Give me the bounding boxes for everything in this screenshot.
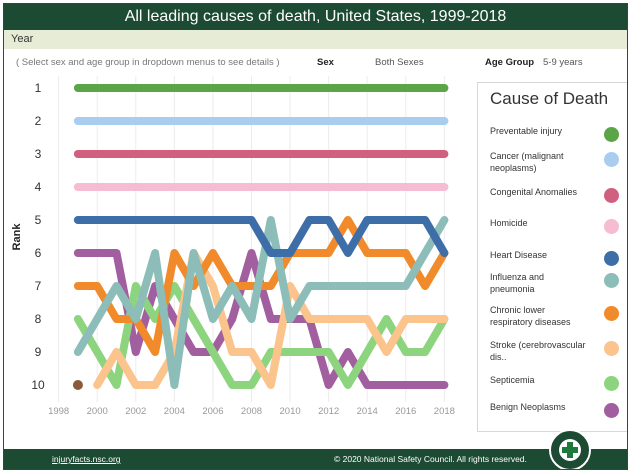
x-tick-label: 2010 — [280, 406, 301, 417]
legend-color-dot — [604, 188, 619, 203]
x-tick-label: 2004 — [164, 406, 185, 417]
footer-link[interactable]: injuryfacts.nsc.org — [52, 454, 121, 464]
legend-item-label: Heart Disease — [490, 250, 548, 260]
data-point — [72, 380, 83, 390]
legend-title: Cause of Death — [490, 89, 609, 108]
x-tick-label: 2002 — [125, 406, 146, 417]
footer: injuryfacts.nsc.org © 2020 National Safe… — [4, 449, 627, 469]
x-tick-label: 2000 — [87, 406, 108, 417]
footer-copyright: © 2020 National Safety Council. All righ… — [334, 454, 527, 464]
y-tick-label: 7 — [35, 279, 42, 293]
y-tick-label: 10 — [31, 378, 45, 392]
x-tick-label: 2018 — [434, 406, 455, 417]
legend-color-dot — [604, 251, 619, 266]
x-tick-label: 2008 — [241, 406, 262, 417]
y-tick-label: 8 — [35, 312, 42, 326]
sex-label: Sex — [317, 57, 334, 68]
legend-item-label: Chronic lower respiratory diseases — [490, 305, 571, 327]
y-tick-label: 1 — [35, 81, 42, 95]
legend-item-label: Influenza and pneumonia — [490, 272, 545, 294]
series-line — [73, 216, 449, 389]
y-tick-label: 3 — [35, 147, 42, 161]
legend-item-label: Cancer (malignant neoplasms) — [490, 151, 564, 173]
y-tick-label: 4 — [35, 180, 42, 194]
legend-color-dot — [604, 273, 619, 288]
legend-color-dot — [604, 152, 619, 167]
legend-item-label: Benign Neoplasms — [490, 402, 566, 412]
x-tick-label: 2014 — [357, 406, 378, 417]
page-title: All leading causes of death, United Stat… — [4, 4, 627, 30]
x-tick-label: 2006 — [202, 406, 223, 417]
nsc-logo-icon — [549, 429, 591, 469]
y-tick-label: 5 — [35, 213, 42, 227]
legend-color-dot — [604, 403, 619, 418]
x-tick-label: 2016 — [395, 406, 416, 417]
y-tick-label: 2 — [35, 114, 42, 128]
year-filter[interactable]: Year — [4, 30, 627, 49]
legend-color-dot — [604, 341, 619, 356]
legend-color-dot — [604, 376, 619, 391]
legend-item-label: Preventable injury — [490, 126, 563, 136]
y-tick-label: 6 — [35, 246, 42, 260]
y-axis-label: Rank — [11, 223, 23, 251]
legend-item-label: Septicemia — [490, 375, 535, 385]
legend-item-label: Stroke (cerebrovascular dis.. — [490, 340, 586, 362]
legend-color-dot — [604, 127, 619, 142]
rank-chart: 1 2 3 4 5 6 7 8 9 10 1998 2000 2002 2004 2006 2008 2010 2… — [11, 76, 455, 417]
series-line — [93, 249, 449, 389]
series-line — [73, 216, 449, 257]
legend: Cause of Death Preventable injury Cancer … — [477, 82, 627, 432]
age-group-label: Age Group — [485, 57, 535, 68]
legend-item-label: Congenital Anomalies — [490, 187, 578, 197]
age-group-dropdown[interactable]: 5-9 years — [543, 57, 583, 68]
y-tick-label: 9 — [35, 345, 42, 359]
legend-color-dot — [604, 219, 619, 234]
x-tick-label: 1998 — [48, 406, 69, 417]
x-tick-label: 2012 — [318, 406, 339, 417]
dashboard: All leading causes of death, United Stat… — [3, 3, 628, 470]
legend-item-label: Homicide — [490, 218, 528, 228]
legend-color-dot — [604, 306, 619, 321]
instructions-text: ( Select sex and age group in dropdown m… — [16, 57, 280, 68]
sex-dropdown[interactable]: Both Sexes — [375, 57, 424, 68]
